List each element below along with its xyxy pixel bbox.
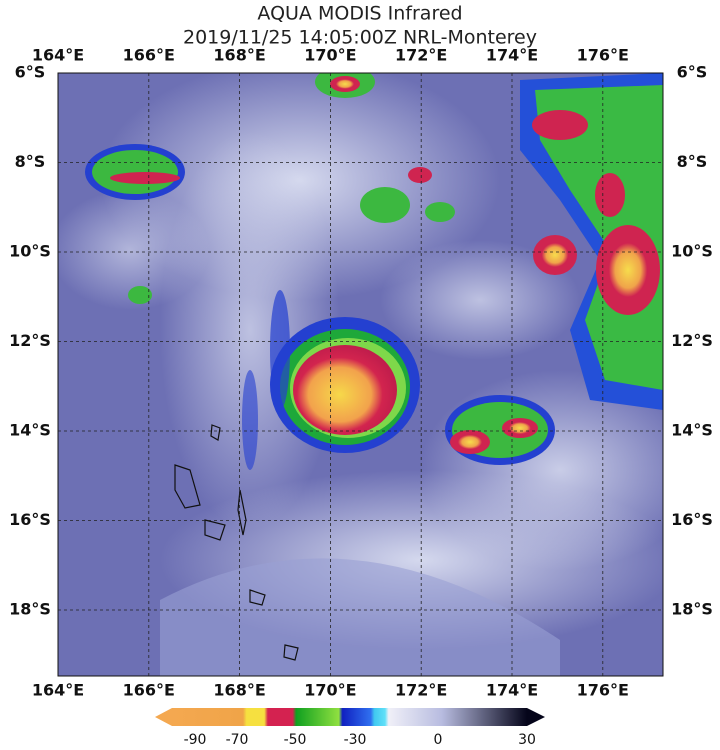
colorbar-arrow [155,708,172,726]
latitude-label: 10°S [9,242,51,261]
colorbar-tick-label: -30 [344,732,367,748]
colorbar-arrow [527,708,545,726]
colorbar-tick-label: 30 [518,732,536,748]
colorbar-bar [172,708,527,726]
longitude-label: 176°E [577,46,629,65]
map-frame [57,72,664,677]
graticule [58,73,663,676]
colorbar-ticks: -90 -70 -50 -30 0 30 [184,732,536,748]
longitude-label: 164°E [32,46,84,65]
longitude-label: 170°E [304,681,356,700]
longitude-label: 168°E [213,46,265,65]
longitude-label: 172°E [395,46,447,65]
colorbar [155,708,545,726]
longitude-label: 168°E [213,681,265,700]
longitude-label: 170°E [304,46,356,65]
latitude-label: 18°S [9,600,51,619]
latitude-label: 12°S [671,331,713,350]
colorbar-tick-label: -70 [226,732,249,748]
longitude-label: 166°E [123,46,175,65]
graticule-labels: 164°E 164°E 166°E 166°E 168°E 168°E 170°E 170°E… [9,46,713,700]
latitude-label: 6°S [15,63,46,82]
latitude-label: 10°S [671,242,713,261]
satellite-image [58,73,663,676]
title-line: AQUA MODIS Infrared [257,3,462,25]
latitude-label: 6°S [677,63,708,82]
longitude-label: 174°E [486,681,538,700]
colorbar-tick-label: -90 [184,732,207,748]
latitude-label: 8°S [15,152,46,171]
longitude-label: 164°E [32,681,84,700]
longitude-label: 174°E [486,46,538,65]
latitude-label: 8°S [677,152,708,171]
latitude-label: 16°S [9,510,51,529]
longitude-label: 172°E [395,681,447,700]
colorbar-tick-label: 0 [434,732,443,748]
longitude-label: 176°E [577,681,629,700]
longitude-label: 166°E [123,681,175,700]
latitude-label: 14°S [9,421,51,440]
latitude-label: 18°S [671,600,713,619]
latitude-label: 16°S [671,510,713,529]
latitude-label: 14°S [671,421,713,440]
latitude-label: 12°S [9,331,51,350]
colorbar-tick-label: -50 [284,732,307,748]
title-line: 2019/11/25 14:05:00Z NRL-Monterey [183,27,537,49]
